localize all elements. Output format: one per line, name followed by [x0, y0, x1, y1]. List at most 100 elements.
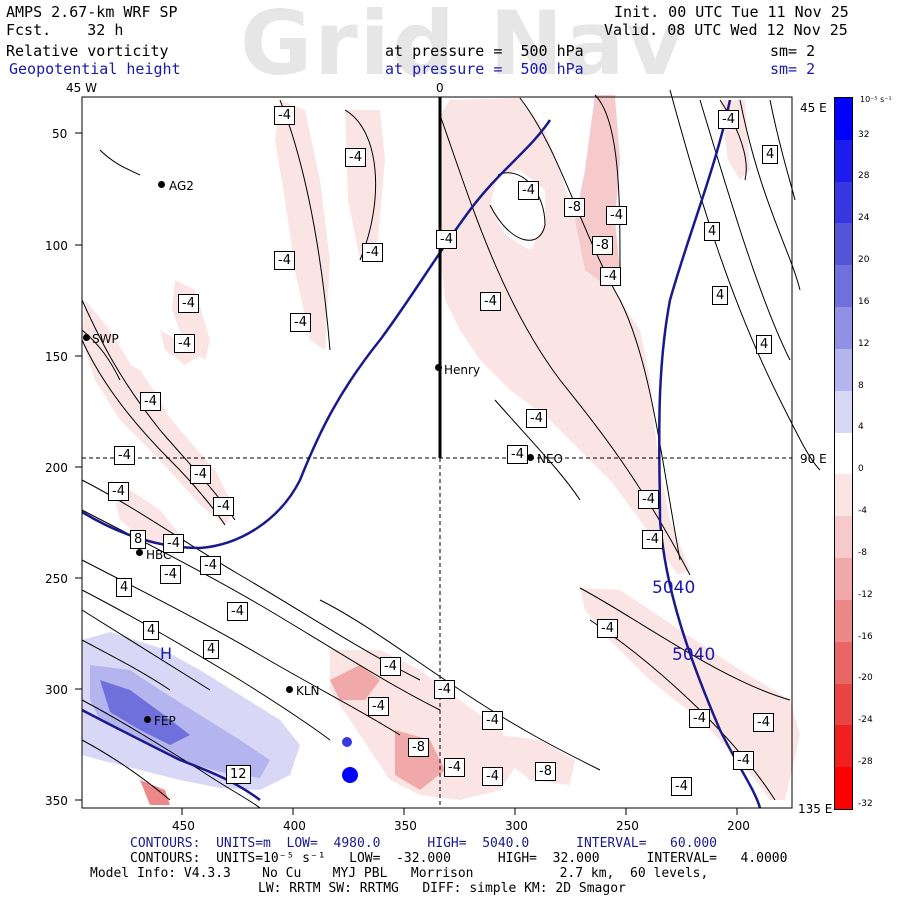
- valid-time: Valid. 08 UTC Wed 12 Nov 25: [604, 21, 848, 39]
- colorbar-tick-label: -28: [858, 756, 873, 767]
- vort-label: -8: [564, 198, 585, 217]
- vort-label: -4: [597, 619, 618, 638]
- station-marker[interactable]: [286, 686, 293, 693]
- colorbar: [834, 97, 853, 810]
- x-tick-label: 250: [616, 819, 639, 833]
- x-tick-label: 450: [172, 819, 195, 833]
- y-tick-label: 350: [45, 794, 68, 808]
- vort-label: 4: [762, 145, 779, 164]
- colorbar-unit: 10⁻⁵ s⁻¹: [860, 95, 892, 104]
- vort-label: -8: [535, 762, 556, 781]
- field2-name: Geopotential height: [9, 60, 181, 78]
- vort-label: 4: [143, 621, 160, 640]
- footer-vort-contours: CONTOURS: UNITS=10⁻⁵ s⁻¹ LOW= -32.000 HI…: [130, 851, 788, 866]
- vort-label: -4: [274, 251, 295, 270]
- watermark: Grid Nav: [240, 0, 686, 95]
- y-tick-label: 100: [45, 239, 68, 253]
- vort-label: 8: [130, 530, 147, 549]
- x-tick-label: 300: [505, 819, 528, 833]
- forecast-hour: Fcst. 32 h: [6, 21, 124, 39]
- colorbar-tick-label: 16: [858, 296, 870, 307]
- vort-label: 4: [116, 578, 133, 597]
- x-tick-label: 400: [283, 819, 306, 833]
- y-tick-label: 200: [45, 461, 68, 475]
- vort-label: -4: [163, 534, 184, 553]
- colorbar-tick-label: -16: [858, 631, 873, 642]
- x-tick-label: 200: [727, 819, 750, 833]
- init-time: Init. 00 UTC Tue 11 Nov 25: [614, 3, 849, 21]
- field1-level: at pressure = 500 hPa: [385, 42, 584, 60]
- field1-name: Relative vorticity: [6, 42, 169, 60]
- colorbar-tick-label: -8: [858, 547, 867, 558]
- vort-label: -4: [290, 313, 311, 332]
- vort-label: -4: [718, 110, 739, 129]
- station-label-swp: SWP: [92, 332, 119, 346]
- height-contours: [81, 99, 762, 809]
- negative-vorticity-shading: [82, 95, 800, 805]
- colorbar-swatch: [835, 223, 852, 266]
- vort-label: -4: [362, 243, 383, 262]
- colorbar-swatch: [835, 139, 852, 183]
- colorbar-swatch: [835, 516, 852, 559]
- colorbar-tick-label: -20: [858, 673, 873, 684]
- colorbar-swatch: [835, 558, 852, 601]
- plot-frame: [81, 96, 793, 809]
- positive-vorticity-shading: [82, 632, 358, 790]
- vort-label: -4: [190, 465, 211, 484]
- colorbar-swatch: [835, 181, 852, 224]
- lon-label-45w: 45 W: [66, 81, 97, 95]
- footer-physics: LW: RRTM SW: RRTMG DIFF: simple KM: 2D S…: [258, 881, 626, 896]
- vort-label: -4: [482, 767, 503, 786]
- vort-label: -4: [642, 530, 663, 549]
- colorbar-swatch: [835, 474, 852, 517]
- vort-label: 4: [712, 286, 729, 305]
- vort-label: -4: [200, 556, 221, 575]
- station-marker[interactable]: [83, 334, 90, 341]
- vort-label: -8: [592, 236, 613, 255]
- vort-label: -4: [482, 711, 503, 730]
- vort-label: -4: [671, 777, 692, 796]
- vort-label: -4: [753, 713, 774, 732]
- footer-height-contours: CONTOURS: UNITS=m LOW= 4980.0 HIGH= 5040…: [130, 836, 717, 851]
- station-label-neo: NEO: [537, 452, 564, 466]
- vort-label: -4: [345, 148, 366, 167]
- vort-label: 4: [203, 640, 220, 659]
- field1-smooth: sm= 2: [770, 42, 816, 60]
- lon-label-0: 0: [436, 81, 444, 95]
- colorbar-tick-label: 24: [858, 213, 870, 224]
- vort-label: -4: [600, 267, 621, 286]
- vort-label: -4: [480, 292, 501, 311]
- vort-label: -4: [140, 392, 161, 411]
- vort-label: -4: [213, 497, 234, 516]
- vort-label: -4: [689, 709, 710, 728]
- y-tick-label: 300: [45, 683, 68, 697]
- colorbar-tick-label: -4: [858, 506, 867, 517]
- vort-label: -4: [733, 751, 754, 770]
- station-label-henry: Henry: [444, 363, 481, 377]
- high-pressure-marker: H: [160, 644, 173, 663]
- colorbar-tick-label: 4: [858, 422, 864, 433]
- vort-label: -4: [507, 445, 528, 464]
- station-label-kln: KLN: [296, 684, 320, 698]
- station-label-fep: FEP: [154, 714, 176, 728]
- station-marker[interactable]: [435, 364, 442, 371]
- colorbar-swatch: [835, 599, 852, 643]
- colorbar-tick-label: 0: [858, 464, 864, 475]
- vort-label: -4: [526, 409, 547, 428]
- station-marker[interactable]: [136, 549, 143, 556]
- vort-label: -4: [178, 294, 199, 313]
- station-marker[interactable]: [144, 716, 151, 723]
- x-tick-label: 350: [394, 819, 417, 833]
- colorbar-tick-label: 12: [858, 338, 870, 349]
- station-marker[interactable]: [527, 454, 534, 461]
- station-marker[interactable]: [158, 181, 165, 188]
- colorbar-swatch: [835, 307, 852, 350]
- vort-label: -4: [108, 482, 129, 501]
- y-tick-label: 150: [45, 350, 68, 364]
- colorbar-tick-label: 32: [858, 129, 870, 140]
- vort-label: -4: [227, 602, 248, 621]
- vort-label: -8: [408, 738, 429, 757]
- vort-label: -4: [606, 206, 627, 225]
- vort-label: 4: [704, 222, 721, 241]
